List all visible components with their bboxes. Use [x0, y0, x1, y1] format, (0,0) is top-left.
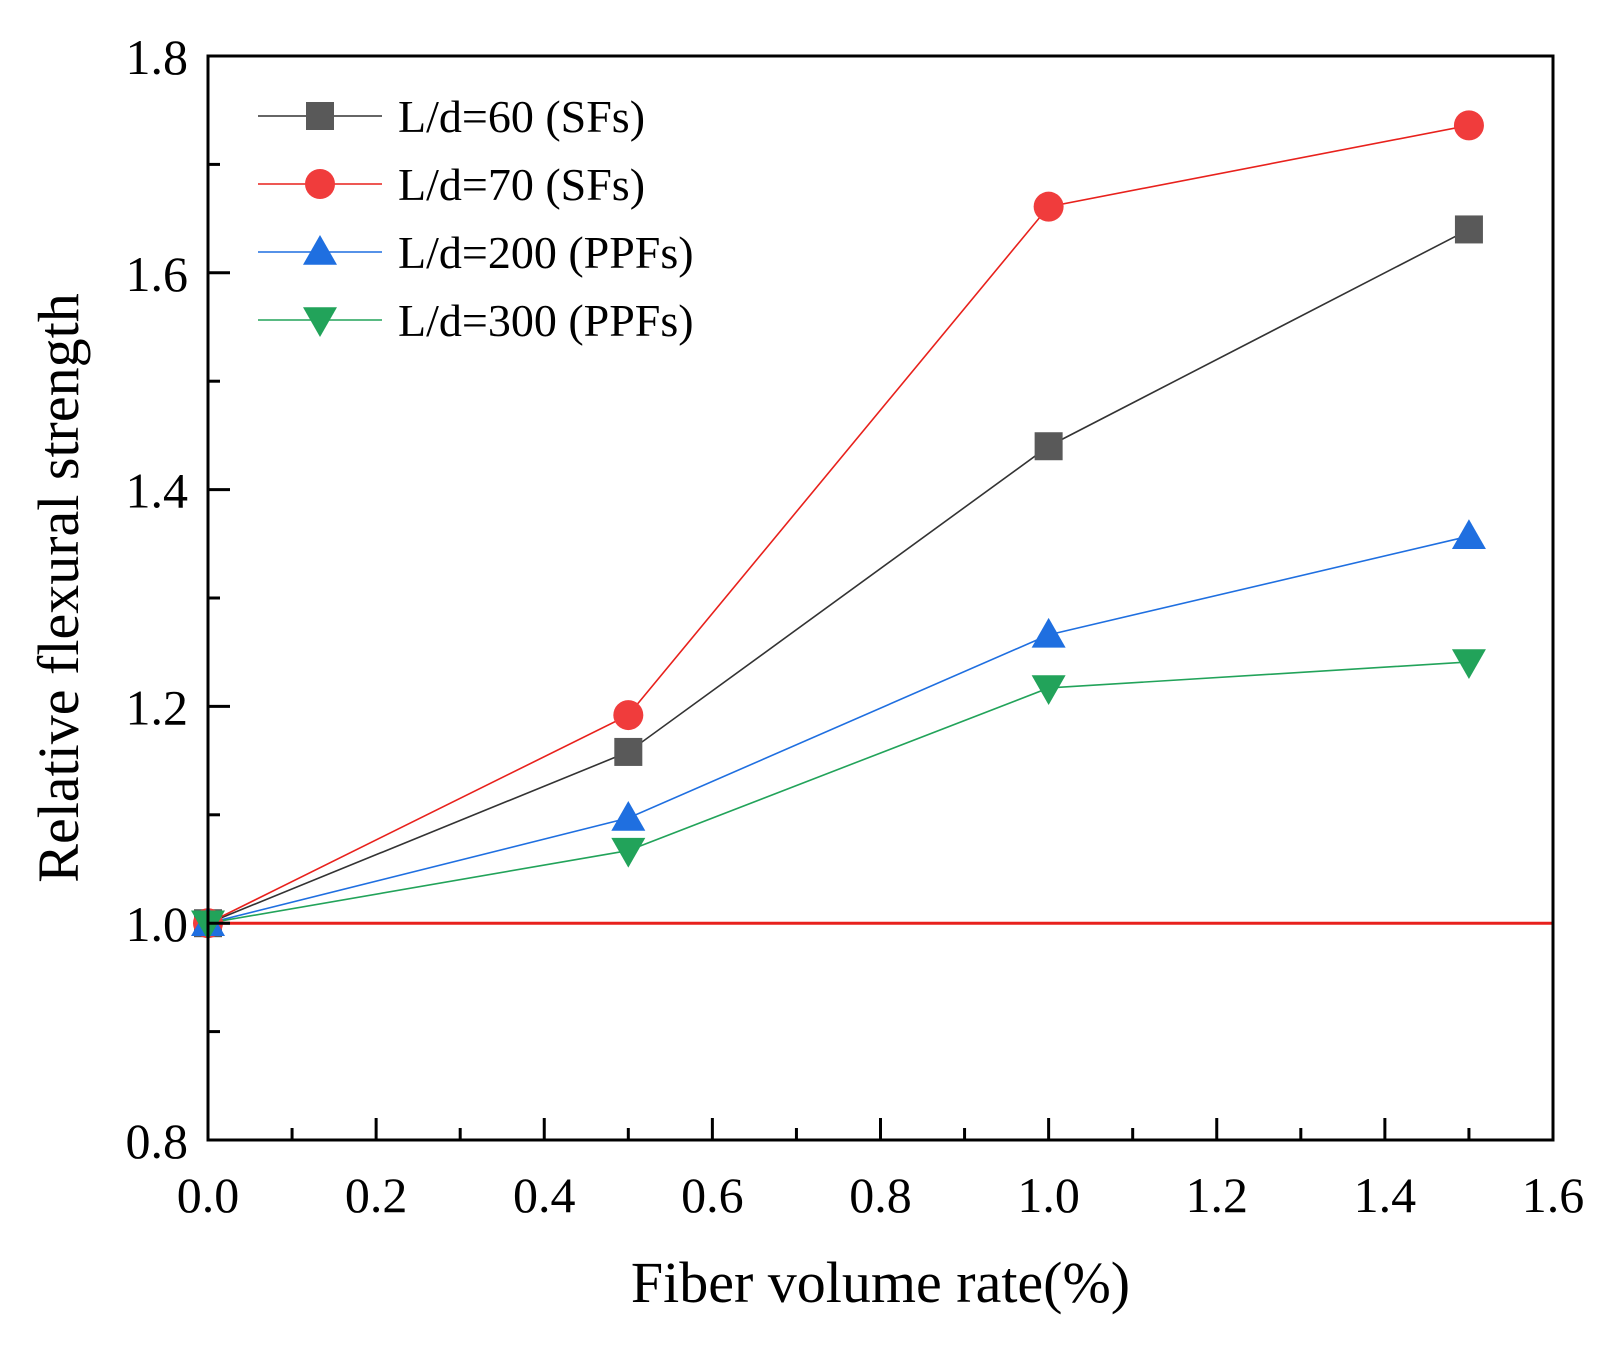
- data-point-series-2: [1033, 191, 1064, 222]
- legend-marker: [305, 169, 335, 199]
- data-point-series-1: [1034, 432, 1063, 461]
- legend-marker: [303, 307, 337, 337]
- series-line-3: [207, 535, 1470, 924]
- legend-label: L/d=70 (SFs): [398, 159, 645, 210]
- y-tick-label: 1.4: [126, 463, 189, 519]
- x-tick-label: 0.4: [513, 1167, 576, 1223]
- series-line-2: [207, 124, 1470, 924]
- y-axis-title: Relative flexural strength: [26, 293, 91, 882]
- legend-marker: [306, 102, 334, 130]
- y-tick-label: 1.6: [126, 246, 189, 302]
- x-tick-label: 1.4: [1354, 1167, 1417, 1223]
- data-point-series-4: [611, 837, 646, 868]
- x-tick-label: 0.0: [177, 1167, 240, 1223]
- legend: L/d=60 (SFs) L/d=70 (SFs) L/d=200 (PPFs) L/…: [258, 91, 694, 346]
- legend-label: L/d=300 (PPFs): [398, 295, 694, 346]
- series-line-4: [207, 661, 1469, 924]
- y-tick-label: 1.0: [126, 896, 189, 952]
- data-point-series-3: [1451, 519, 1486, 549]
- legend-marker: [303, 235, 337, 265]
- legend-label: L/d=200 (PPFs): [398, 227, 694, 278]
- series-markers: [191, 110, 1486, 941]
- y-tick-label: 1.2: [126, 679, 189, 735]
- y-tick-label: 1.8: [126, 29, 189, 85]
- data-point-series-2: [1453, 110, 1484, 141]
- x-axis-title: Fiber volume rate(%): [631, 1250, 1130, 1315]
- x-axis-ticks: 0.0 0.2 0.4 0.6 0.8 1.0 1.2 1.4 1.6: [177, 1118, 1585, 1223]
- x-tick-label: 0.8: [849, 1167, 912, 1223]
- series-line-1: [207, 228, 1470, 924]
- x-tick-label: 0.6: [681, 1167, 744, 1223]
- data-point-series-4: [1451, 649, 1486, 679]
- data-point-series-1: [1454, 215, 1483, 244]
- legend-label: L/d=60 (SFs): [398, 91, 645, 142]
- x-tick-label: 1.0: [1017, 1167, 1080, 1223]
- data-point-series-4: [1031, 675, 1066, 705]
- x-tick-label: 1.2: [1186, 1167, 1249, 1223]
- data-point-series-3: [1031, 617, 1066, 648]
- x-tick-label: 0.2: [345, 1167, 408, 1223]
- x-tick-label: 1.6: [1522, 1167, 1585, 1223]
- y-tick-label: 0.8: [126, 1113, 189, 1169]
- data-point-series-2: [613, 700, 644, 731]
- series-lines: [207, 124, 1470, 924]
- data-point-series-3: [611, 801, 646, 831]
- y-axis-ticks: 0.8 1.0 1.2 1.4 1.6 1.8: [126, 29, 230, 1169]
- data-point-series-1: [614, 737, 643, 766]
